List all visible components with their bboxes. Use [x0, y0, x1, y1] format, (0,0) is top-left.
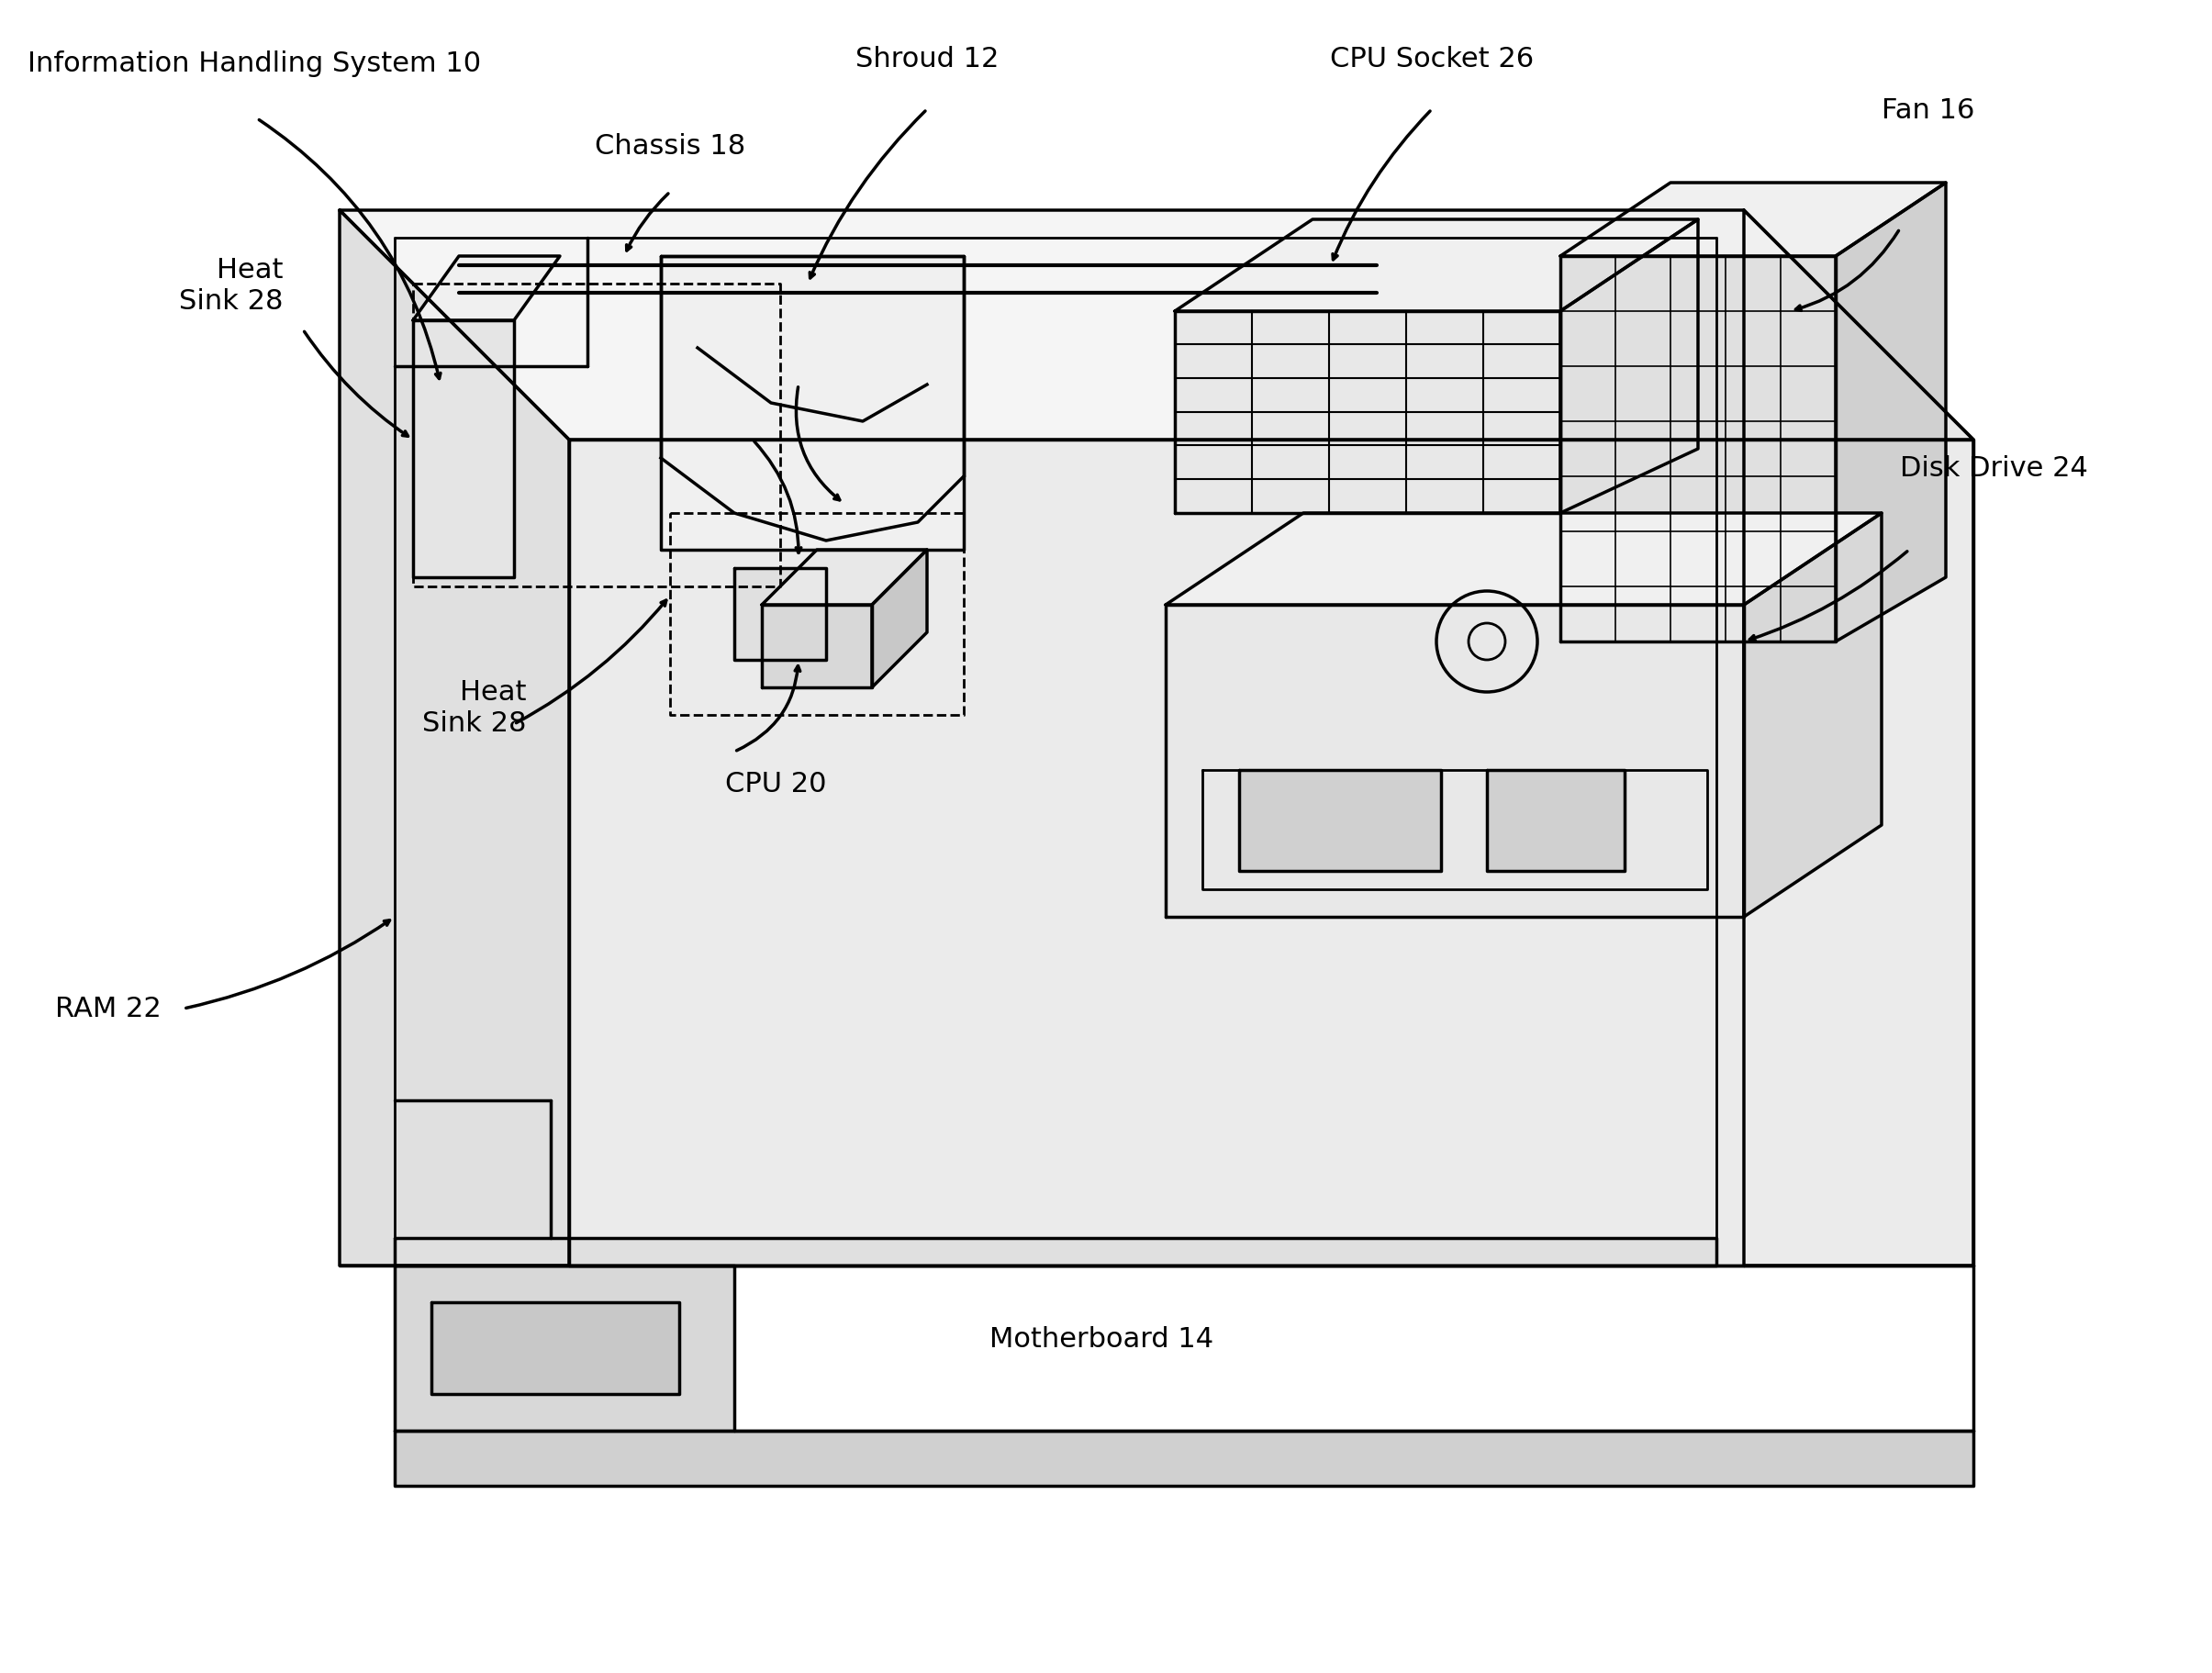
Polygon shape: [1836, 184, 1947, 642]
Polygon shape: [1486, 771, 1624, 872]
Text: Heat
Sink 28: Heat Sink 28: [179, 258, 283, 315]
Text: Heat
Sink 28: Heat Sink 28: [422, 679, 526, 736]
Polygon shape: [661, 258, 964, 550]
Polygon shape: [1559, 221, 1699, 514]
Polygon shape: [872, 550, 927, 688]
Polygon shape: [1166, 514, 1882, 606]
Polygon shape: [1743, 514, 1882, 917]
Polygon shape: [431, 1303, 679, 1394]
Text: Chassis 18: Chassis 18: [595, 132, 745, 159]
Polygon shape: [1239, 771, 1440, 872]
Text: RAM 22: RAM 22: [55, 995, 161, 1022]
Polygon shape: [761, 606, 872, 688]
Text: Motherboard 14: Motherboard 14: [989, 1325, 1214, 1352]
Polygon shape: [761, 550, 927, 606]
Polygon shape: [394, 1430, 1973, 1486]
Text: Disk Drive 24: Disk Drive 24: [1900, 455, 2088, 482]
Polygon shape: [394, 1266, 734, 1430]
Polygon shape: [414, 321, 513, 577]
Polygon shape: [1559, 258, 1836, 642]
Polygon shape: [568, 440, 1973, 1266]
Polygon shape: [394, 1238, 1717, 1266]
Polygon shape: [1166, 606, 1743, 917]
Polygon shape: [1175, 221, 1699, 311]
Polygon shape: [414, 258, 560, 321]
Text: CPU Socket 26: CPU Socket 26: [1329, 45, 1533, 72]
Text: Information Handling System 10: Information Handling System 10: [27, 50, 480, 77]
Polygon shape: [734, 569, 825, 661]
Text: Shroud 12: Shroud 12: [856, 45, 1000, 72]
Polygon shape: [1743, 211, 1973, 1266]
Polygon shape: [341, 211, 1973, 440]
Polygon shape: [1175, 311, 1559, 514]
Text: CPU 20: CPU 20: [726, 771, 827, 796]
Polygon shape: [1559, 184, 1947, 258]
Polygon shape: [341, 211, 568, 1266]
Text: Fan 16: Fan 16: [1882, 97, 1975, 124]
